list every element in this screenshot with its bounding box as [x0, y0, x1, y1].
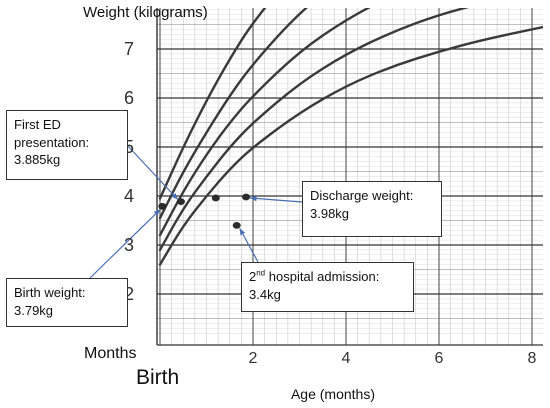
- birth-weight-label: Birth weight:: [14, 285, 86, 300]
- x-tick-label: 2: [249, 350, 258, 367]
- y-tick-label: 7: [124, 39, 134, 59]
- first-ed-line2: presentation:: [14, 134, 90, 150]
- callout-first-ed: First ED presentation: 3.885kg: [6, 110, 128, 180]
- y-tick-label: 6: [124, 88, 134, 108]
- data-point-2: [176, 198, 185, 206]
- reference-curve-5: [158, 8, 267, 200]
- data-point-4: [242, 193, 251, 201]
- y-tick-label: 5: [124, 137, 134, 157]
- callout-birth-weight: Birth weight: 3.79kg: [6, 278, 128, 327]
- arrow-discharge: [249, 197, 303, 203]
- data-points: [158, 193, 251, 229]
- admission-value: 3.4kg: [249, 286, 281, 302]
- reference-curve-3: [158, 8, 371, 237]
- arrow-first-ed-head: [171, 193, 178, 200]
- data-point-3: [211, 194, 220, 202]
- birth-weight-value: 3.79kg: [14, 302, 54, 318]
- admission-label: 2nd hospital admission:: [249, 268, 406, 286]
- minor-grid: [157, 8, 543, 345]
- arrow-birth-weight-head: [153, 209, 161, 216]
- admission-rest: hospital admission:: [265, 269, 380, 284]
- months-label: Months: [84, 345, 136, 362]
- arrow-birth-weight: [89, 208, 161, 279]
- callout-discharge: Discharge weight: 3.98kg: [302, 181, 442, 237]
- reference-curve-2: [158, 8, 470, 252]
- x-tick-label: 4: [342, 350, 351, 367]
- reference-curves: [158, 8, 543, 266]
- first-ed-value: 3.885kg: [14, 152, 61, 168]
- data-point-1: [158, 202, 167, 210]
- arrow-admission-head: [239, 228, 246, 236]
- y-tick-label: 2: [124, 284, 134, 304]
- y-axis-title: Weight (kilograms): [83, 4, 208, 21]
- callout-admission: 2nd hospital admission: 3.4kg: [241, 262, 414, 312]
- admission-suffix: nd: [256, 268, 266, 278]
- discharge-value: 3.98kg: [310, 205, 350, 221]
- reference-curve-4: [158, 8, 308, 220]
- reference-curve-1: [158, 25, 543, 266]
- arrow-discharge-head: [250, 195, 257, 202]
- data-point-5: [232, 222, 241, 229]
- admission-number: 2: [249, 269, 257, 284]
- discharge-label: Discharge weight:: [310, 188, 414, 203]
- y-tick-label: 3: [124, 235, 134, 255]
- x-tick-label: 8: [528, 350, 537, 367]
- first-ed-line1: First ED: [14, 117, 61, 132]
- x-tick-label: 6: [435, 350, 444, 367]
- y-tick-label: 4: [124, 186, 134, 206]
- arrow-first-ed: [126, 144, 179, 201]
- x-axis-title: Age (months): [291, 386, 375, 402]
- callout-arrows: [89, 144, 303, 279]
- birth-label: Birth: [136, 366, 179, 389]
